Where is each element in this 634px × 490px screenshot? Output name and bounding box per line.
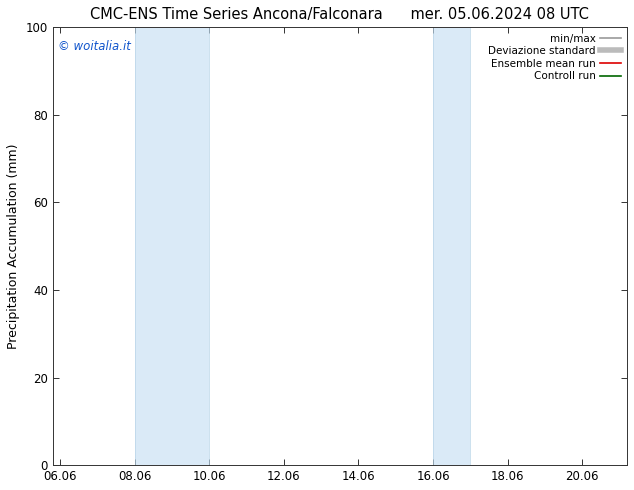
Text: © woitalia.it: © woitalia.it xyxy=(58,40,131,53)
Bar xyxy=(134,27,209,465)
Y-axis label: Precipitation Accumulation (mm): Precipitation Accumulation (mm) xyxy=(7,144,20,349)
Title: CMC-ENS Time Series Ancona/Falconara      mer. 05.06.2024 08 UTC: CMC-ENS Time Series Ancona/Falconara mer… xyxy=(91,7,589,22)
Legend: min/max, Deviazione standard, Ensemble mean run, Controll run: min/max, Deviazione standard, Ensemble m… xyxy=(484,29,625,86)
Bar xyxy=(433,27,470,465)
